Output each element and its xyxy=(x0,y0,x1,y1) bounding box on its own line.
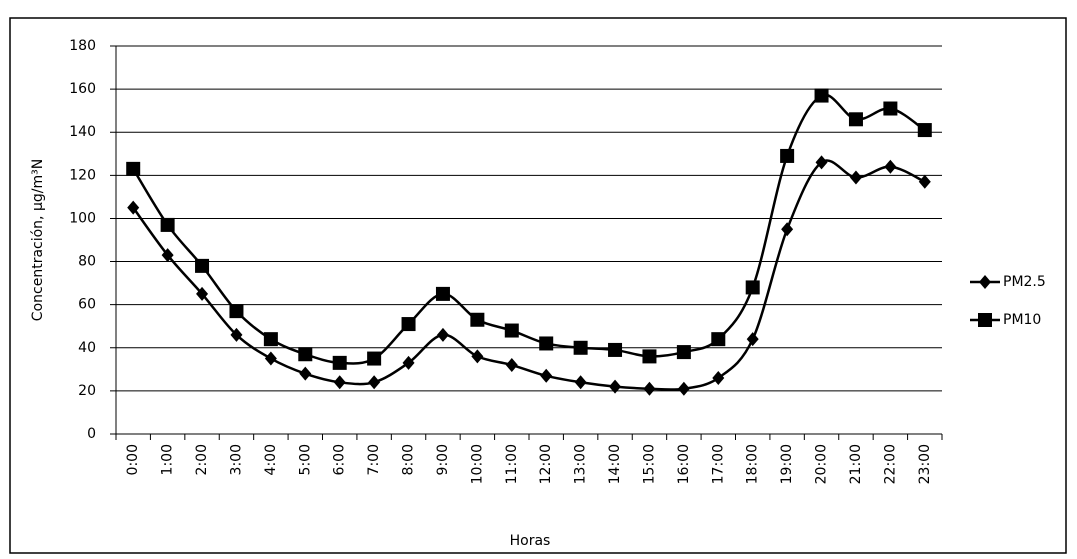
x-tick-label: 14:00 xyxy=(607,444,623,484)
marker xyxy=(332,355,347,370)
marker xyxy=(504,323,519,338)
marker xyxy=(195,258,210,273)
x-tick-label: 17:00 xyxy=(710,444,726,484)
x-tick-label: 11:00 xyxy=(504,444,520,484)
legend-marker xyxy=(978,313,992,327)
marker xyxy=(368,375,381,390)
x-tick-label: 16:00 xyxy=(676,444,692,484)
y-tick-label: 60 xyxy=(78,297,96,313)
marker xyxy=(883,101,898,116)
x-tick-label: 20:00 xyxy=(814,444,830,484)
y-tick-label: 80 xyxy=(78,254,96,270)
marker xyxy=(126,161,141,176)
marker xyxy=(540,368,553,383)
marker xyxy=(127,200,140,215)
marker xyxy=(745,280,760,295)
x-tick-label: 12:00 xyxy=(538,444,554,484)
marker xyxy=(677,381,690,396)
marker xyxy=(470,312,485,327)
marker xyxy=(161,248,174,263)
marker xyxy=(471,349,484,364)
x-tick-label: 10:00 xyxy=(469,444,485,484)
marker xyxy=(815,155,828,170)
x-tick-label: 8:00 xyxy=(401,444,417,475)
marker xyxy=(711,332,726,347)
legend-marker xyxy=(979,275,991,289)
marker xyxy=(918,174,931,189)
marker xyxy=(435,286,450,301)
x-tick-label: 4:00 xyxy=(263,444,279,475)
x-tick-label: 22:00 xyxy=(882,444,898,484)
x-tick-label: 0:00 xyxy=(125,444,141,475)
y-tick-label: 180 xyxy=(69,38,96,54)
marker xyxy=(196,286,209,301)
x-tick-label: 9:00 xyxy=(435,444,451,475)
marker xyxy=(401,317,416,332)
marker xyxy=(436,327,449,342)
legend-label: PM2.5 xyxy=(1003,274,1046,290)
x-tick-label: 19:00 xyxy=(779,444,795,484)
x-tick-label: 15:00 xyxy=(641,444,657,484)
marker xyxy=(574,375,587,390)
marker xyxy=(505,358,518,373)
x-tick-label: 18:00 xyxy=(745,444,761,484)
marker xyxy=(849,170,862,185)
marker xyxy=(814,88,829,103)
x-tick-label: 6:00 xyxy=(332,444,348,475)
marker xyxy=(643,381,656,396)
x-tick-label: 3:00 xyxy=(228,444,244,475)
y-tick-label: 40 xyxy=(78,340,96,356)
marker xyxy=(712,370,725,385)
x-tick-label: 21:00 xyxy=(848,444,864,484)
legend-label: PM10 xyxy=(1003,312,1041,328)
y-tick-label: 20 xyxy=(78,383,96,399)
marker xyxy=(746,332,759,347)
x-tick-label: 2:00 xyxy=(194,444,210,475)
marker xyxy=(608,342,623,357)
marker xyxy=(402,355,415,370)
x-axis-label: Horas xyxy=(510,533,551,549)
y-tick-label: 140 xyxy=(69,124,96,140)
marker xyxy=(298,347,313,362)
marker xyxy=(333,375,346,390)
marker xyxy=(539,336,554,351)
y-tick-label: 0 xyxy=(87,426,96,442)
y-tick-label: 160 xyxy=(69,81,96,97)
x-tick-label: 5:00 xyxy=(297,444,313,475)
marker xyxy=(609,379,622,394)
x-tick-label: 13:00 xyxy=(573,444,589,484)
marker xyxy=(780,148,795,163)
marker xyxy=(160,217,175,232)
marker xyxy=(676,345,691,360)
marker xyxy=(230,327,243,342)
marker xyxy=(642,349,657,364)
x-tick-label: 7:00 xyxy=(366,444,382,475)
y-axis-label: Concentración, µg/m³N xyxy=(30,159,46,321)
y-tick-label: 120 xyxy=(69,167,96,183)
marker xyxy=(263,332,278,347)
marker xyxy=(229,304,244,319)
marker xyxy=(917,123,932,138)
marker xyxy=(264,351,277,366)
marker xyxy=(299,366,312,381)
y-tick-label: 100 xyxy=(69,210,96,226)
marker xyxy=(848,112,863,127)
x-tick-label: 23:00 xyxy=(917,444,933,484)
marker xyxy=(884,159,897,174)
x-tick-label: 1:00 xyxy=(160,444,176,475)
marker xyxy=(367,351,382,366)
marker xyxy=(781,222,794,237)
marker xyxy=(573,340,588,355)
